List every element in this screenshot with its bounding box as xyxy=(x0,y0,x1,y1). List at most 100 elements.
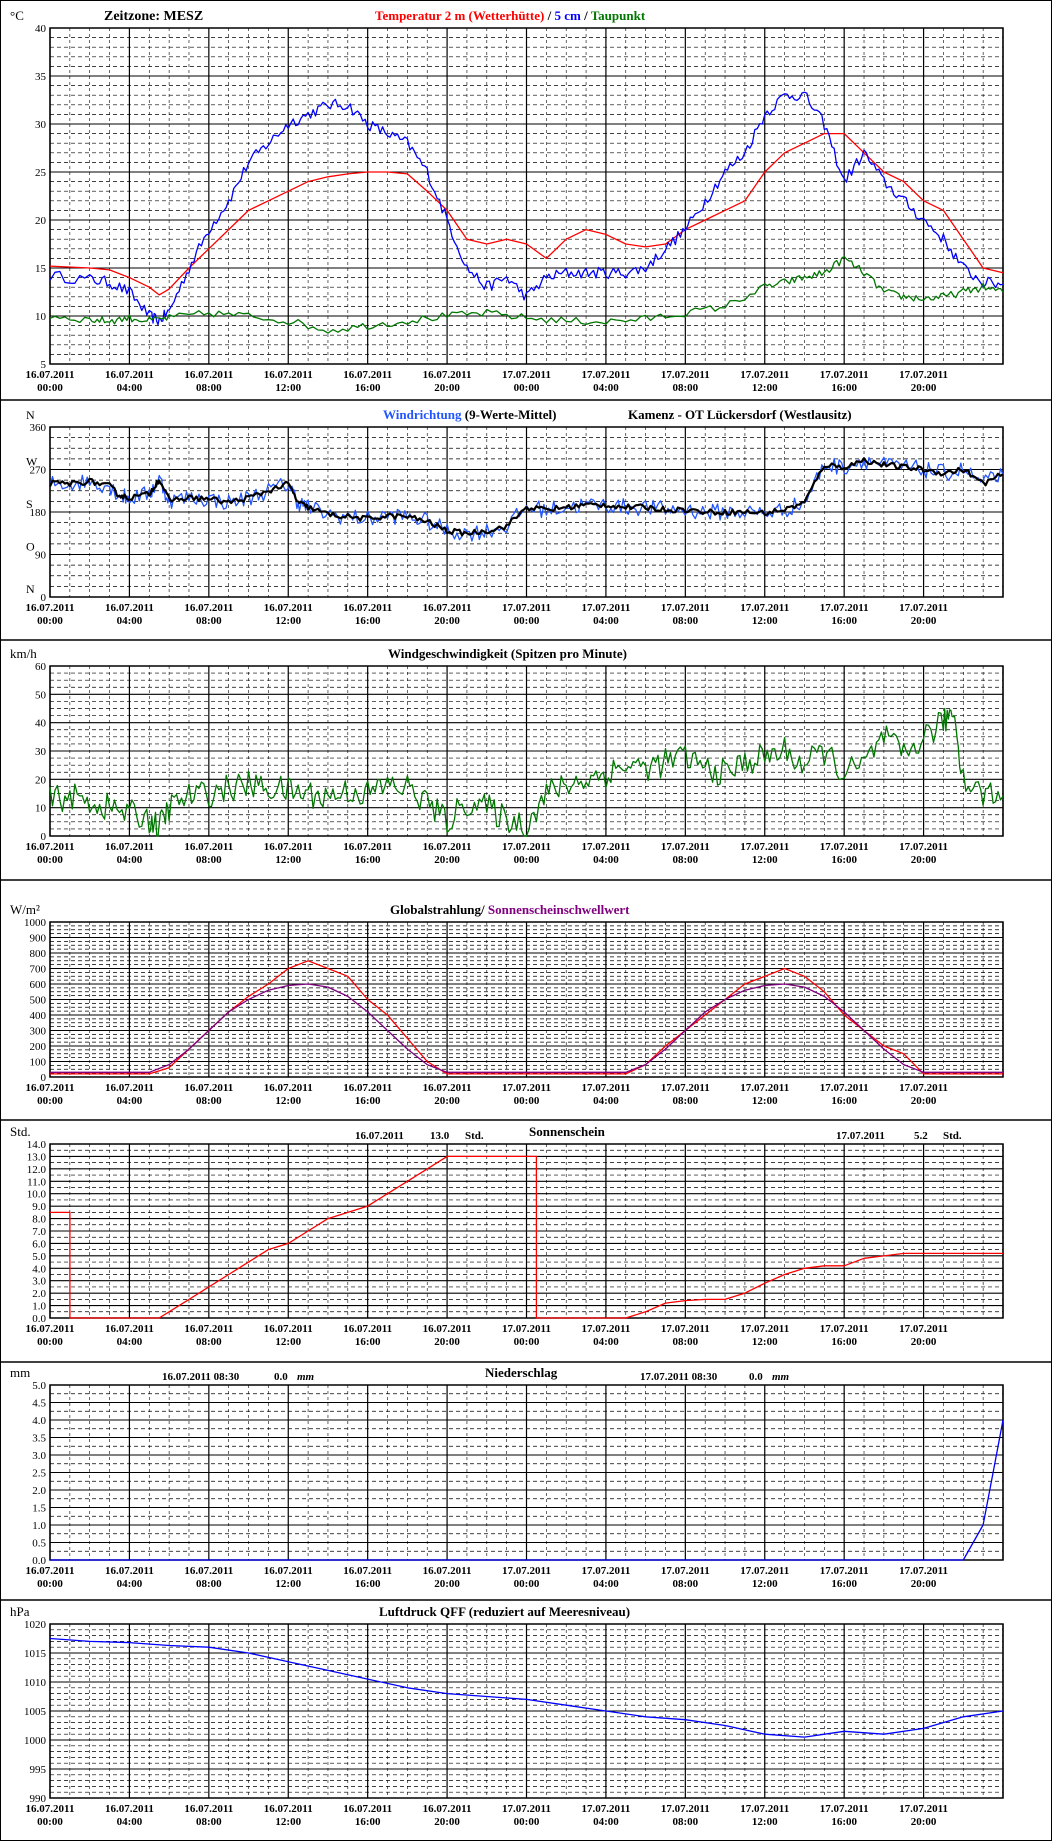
y-tick-label: 500 xyxy=(30,995,47,1007)
compass-top: N xyxy=(26,408,35,422)
x-tick-time: 04:00 xyxy=(593,1095,619,1107)
x-tick-date: 16.07.2011 xyxy=(343,1082,392,1094)
x-tick-time: 12:00 xyxy=(275,854,301,866)
y-tick-label: 10.0 xyxy=(27,1189,47,1201)
day2-unit: Std. xyxy=(943,1130,962,1142)
x-tick-time: 04:00 xyxy=(593,1578,619,1590)
x-tick-date: 17.07.2011 xyxy=(581,369,630,381)
x-tick-date: 17.07.2011 xyxy=(740,602,789,614)
x-tick-time: 08:00 xyxy=(672,1336,698,1348)
x-tick-date: 17.07.2011 xyxy=(899,369,948,381)
y-tick-label: 0 xyxy=(41,592,47,604)
x-tick-date: 17.07.2011 xyxy=(581,602,630,614)
chart-title: Temperatur 2 m (Wetterhütte) / 5 cm / Ta… xyxy=(375,8,646,23)
series-line xyxy=(49,132,1004,296)
y-tick-label: 270 xyxy=(30,465,47,477)
y-tick-label: 360 xyxy=(30,422,47,434)
x-tick-time: 04:00 xyxy=(117,1336,143,1348)
x-tick-time: 04:00 xyxy=(593,382,619,394)
x-tick-time: 20:00 xyxy=(434,1816,460,1828)
x-tick-date: 17.07.2011 xyxy=(740,1565,789,1577)
x-tick-date: 16.07.2011 xyxy=(184,1565,233,1577)
x-tick-date: 17.07.2011 xyxy=(820,602,869,614)
x-tick-date: 17.07.2011 xyxy=(502,1082,551,1094)
x-tick-time: 12:00 xyxy=(275,1336,301,1348)
x-tick-date: 16.07.2011 xyxy=(184,1082,233,1094)
compass-letter: O xyxy=(26,540,35,554)
y-tick-label: 60 xyxy=(35,661,47,673)
x-tick-time: 20:00 xyxy=(911,382,937,394)
x-tick-time: 16:00 xyxy=(355,1336,381,1348)
x-tick-time: 20:00 xyxy=(911,615,937,627)
x-tick-date: 17.07.2011 xyxy=(661,1082,710,1094)
y-tick-label: 20 xyxy=(35,774,47,786)
unit-label: °C xyxy=(10,8,24,23)
day2-date: 17.07.2011 xyxy=(836,1130,885,1142)
y-tick-label: 2.0 xyxy=(32,1288,46,1300)
y-tick-label: 40 xyxy=(35,718,47,730)
day1-unit: Std. xyxy=(465,1130,484,1142)
y-tick-label: 25 xyxy=(35,167,47,179)
y-tick-label: 15 xyxy=(35,263,47,275)
series-line xyxy=(49,91,1004,326)
x-tick-time: 12:00 xyxy=(752,1095,778,1107)
y-tick-label: 2.5 xyxy=(32,1468,46,1480)
x-tick-time: 00:00 xyxy=(514,854,540,866)
x-tick-date: 16.07.2011 xyxy=(184,602,233,614)
x-tick-date: 17.07.2011 xyxy=(899,1082,948,1094)
x-tick-time: 08:00 xyxy=(672,854,698,866)
x-tick-time: 12:00 xyxy=(752,615,778,627)
y-tick-label: 8.0 xyxy=(32,1214,46,1226)
x-tick-date: 17.07.2011 xyxy=(899,841,948,853)
y-tick-label: 1020 xyxy=(24,1619,47,1631)
x-tick-date: 16.07.2011 xyxy=(26,1803,75,1815)
x-tick-date: 16.07.2011 xyxy=(423,369,472,381)
y-tick-label: 7.0 xyxy=(32,1226,46,1238)
series-line xyxy=(49,255,1004,334)
x-tick-time: 16:00 xyxy=(355,854,381,866)
x-tick-date: 16.07.2011 xyxy=(264,602,313,614)
x-tick-time: 00:00 xyxy=(37,1578,63,1590)
x-tick-time: 20:00 xyxy=(434,382,460,394)
x-tick-date: 17.07.2011 xyxy=(581,1565,630,1577)
panel-pressure: 9909951000100510101015102016.07.201100:0… xyxy=(10,1604,1004,1828)
compass-letter: S xyxy=(26,497,33,511)
unit-label: mm xyxy=(10,1365,30,1380)
x-tick-time: 00:00 xyxy=(37,1336,63,1348)
x-tick-date: 16.07.2011 xyxy=(26,841,75,853)
x-tick-date: 17.07.2011 xyxy=(581,841,630,853)
x-tick-time: 08:00 xyxy=(672,1816,698,1828)
y-tick-label: 13.0 xyxy=(27,1151,47,1163)
y-tick-label: 1015 xyxy=(24,1648,47,1660)
title-part: Globalstrahlung/ xyxy=(390,902,485,917)
x-tick-time: 08:00 xyxy=(672,382,698,394)
panel-precipitation: 0.0 0.5 1.0 1.5 2.0 2.5 3.0 3.5 4.0 4.5 5.0 16.07.2… xyxy=(10,1365,1004,1590)
y-tick-label: 1.0 xyxy=(32,1520,46,1532)
x-tick-time: 20:00 xyxy=(434,615,460,627)
x-tick-date: 17.07.2011 xyxy=(661,1803,710,1815)
x-tick-date: 16.07.2011 xyxy=(343,1323,392,1335)
x-tick-time: 04:00 xyxy=(117,1578,143,1590)
day2-stamp: 17.07.2011 08:30 xyxy=(640,1371,718,1383)
y-tick-label: 900 xyxy=(30,933,47,945)
x-tick-time: 12:00 xyxy=(752,1336,778,1348)
x-tick-time: 08:00 xyxy=(196,1095,222,1107)
x-tick-time: 16:00 xyxy=(831,615,857,627)
x-tick-date: 16.07.2011 xyxy=(264,1803,313,1815)
x-tick-date: 16.07.2011 xyxy=(264,369,313,381)
unit-label: hPa xyxy=(10,1604,30,1619)
x-tick-time: 00:00 xyxy=(37,615,63,627)
y-tick-label: 600 xyxy=(30,979,47,991)
panel-wind_direction: 09018027036016.07.201100:0016.07.201104:… xyxy=(26,407,1004,627)
x-tick-time: 00:00 xyxy=(514,382,540,394)
x-tick-date: 17.07.2011 xyxy=(899,1565,948,1577)
x-tick-time: 16:00 xyxy=(831,1578,857,1590)
x-tick-date: 17.07.2011 xyxy=(820,1565,869,1577)
x-tick-time: 08:00 xyxy=(196,1578,222,1590)
y-tick-label: 1.5 xyxy=(32,1503,46,1515)
y-tick-label: 0.0 xyxy=(32,1313,46,1325)
y-tick-label: 1010 xyxy=(24,1677,47,1689)
x-tick-time: 16:00 xyxy=(355,1578,381,1590)
x-tick-date: 16.07.2011 xyxy=(26,1565,75,1577)
